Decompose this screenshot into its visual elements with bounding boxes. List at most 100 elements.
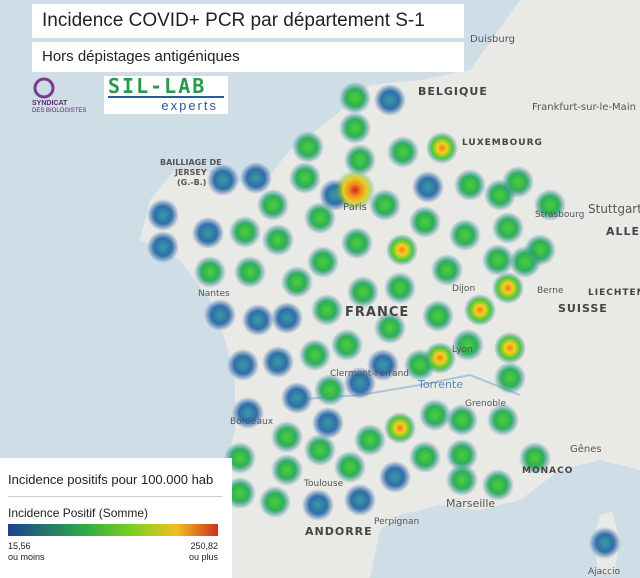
map-labels: Duisburg BELGIQUE Frankfurt-sur-le-Main … <box>160 34 640 577</box>
heat-blob <box>339 112 371 144</box>
heat-blob <box>299 339 331 371</box>
heat-blob <box>426 132 458 164</box>
heat-blob <box>519 442 551 474</box>
legend-max: 250,82 <box>190 541 218 551</box>
heat-blob <box>494 332 526 364</box>
heat-blob <box>147 231 179 263</box>
heat-blob <box>347 276 379 308</box>
heat-blob <box>344 367 376 399</box>
place-label: Strasbourg <box>535 210 584 220</box>
heat-blob <box>302 489 334 521</box>
heat-blob <box>240 162 272 194</box>
heat-blob <box>452 329 484 361</box>
heat-blob <box>147 199 179 231</box>
place-label: Ajaccio <box>588 567 621 577</box>
heat-blob <box>492 212 524 244</box>
country-label: LIECHTENS <box>588 288 640 298</box>
place-label: Duisburg <box>470 34 515 45</box>
title: Incidence COVID+ PCR par département S-1 <box>32 4 464 38</box>
logo-mark: SYNDICAT DES BIOLOGISTES <box>32 77 86 114</box>
heat-blob <box>419 399 451 431</box>
heat-blob <box>482 244 514 276</box>
heat-blob <box>292 131 324 163</box>
heat-blob <box>534 189 566 221</box>
heat-blob <box>344 484 376 516</box>
heat-blob <box>424 342 456 374</box>
heat-blob <box>334 451 366 483</box>
place-label: Paris <box>343 202 367 213</box>
heat-blob <box>312 407 344 439</box>
country-label: MONACO <box>522 466 573 476</box>
heat-blob <box>314 374 346 406</box>
heat-blob <box>271 421 303 453</box>
heat-blob <box>234 256 266 288</box>
heat-blob <box>492 272 524 304</box>
heat-blob <box>194 256 226 288</box>
logo-text: DES BIOLOGISTES <box>32 108 86 114</box>
logo: SIL-LAB experts <box>104 76 228 114</box>
place-label: Frankfurt-sur-le-Main <box>532 102 636 113</box>
heat-blob <box>257 189 289 221</box>
heat-blob <box>412 171 444 203</box>
legend: Incidence positifs pour 100.000 hab Inci… <box>0 458 232 578</box>
country-label: SUISSE <box>558 302 608 315</box>
heat-blob <box>464 294 496 326</box>
heat-blob <box>374 84 406 116</box>
heat-blob <box>262 346 294 378</box>
heat-blob <box>289 162 321 194</box>
heat-blob <box>344 144 376 176</box>
legend-max-note: ou plus <box>188 552 218 562</box>
heat-blob <box>224 477 256 509</box>
heat-blob <box>387 136 419 168</box>
sea <box>0 0 520 578</box>
place-label: Gênes <box>570 443 602 455</box>
place-label: Toulouse <box>303 479 344 489</box>
country-label: ALLE <box>606 225 640 238</box>
heat-blob <box>454 169 486 201</box>
heat-blob <box>271 454 303 486</box>
heat-blob <box>311 294 343 326</box>
logo-text: SYNDICAT <box>32 100 68 107</box>
country-label: BELGIQUE <box>418 85 488 98</box>
subtitle: Hors dépistages antigéniques <box>32 42 464 72</box>
heat-blob <box>229 216 261 248</box>
heat-blob <box>281 266 313 298</box>
place-label: Torrente <box>417 378 463 391</box>
heat-blob <box>384 412 416 444</box>
heat-blob <box>242 304 274 336</box>
heat-blob <box>271 302 303 334</box>
heat-blob <box>307 246 339 278</box>
place-label: Grenoble <box>465 399 506 409</box>
heat-blob <box>369 189 401 221</box>
heat-blob <box>446 464 478 496</box>
place-label: Berne <box>537 286 564 296</box>
heat-blob <box>446 404 478 436</box>
sea <box>370 460 640 578</box>
heat-blob <box>409 206 441 238</box>
heat-blob <box>339 82 371 114</box>
heat-blob <box>509 246 541 278</box>
heat-blob <box>431 254 463 286</box>
place-label: JERSEY <box>174 168 207 177</box>
heat-blob <box>224 442 256 474</box>
legend-title: Incidence positifs pour 100.000 hab <box>8 472 214 487</box>
heat-blob <box>374 312 406 344</box>
logo-text: experts <box>108 96 224 113</box>
place-label: Nantes <box>198 289 230 299</box>
heat-blob <box>232 397 264 429</box>
place-label: Perpignan <box>374 517 419 527</box>
heat-blob <box>502 166 534 198</box>
legend-measure: Incidence Positif (Somme) <box>8 506 149 520</box>
heat-blob <box>384 272 416 304</box>
place-label: Dijon <box>452 284 475 294</box>
place-label: Bordeaux <box>230 417 274 427</box>
heat-blob <box>422 300 454 332</box>
heat-blob <box>482 469 514 501</box>
heat-blob <box>335 170 375 210</box>
heat-layer <box>147 82 621 559</box>
heat-blob <box>367 349 399 381</box>
legend-min: 15,56 <box>8 541 31 551</box>
heat-blob <box>379 461 411 493</box>
